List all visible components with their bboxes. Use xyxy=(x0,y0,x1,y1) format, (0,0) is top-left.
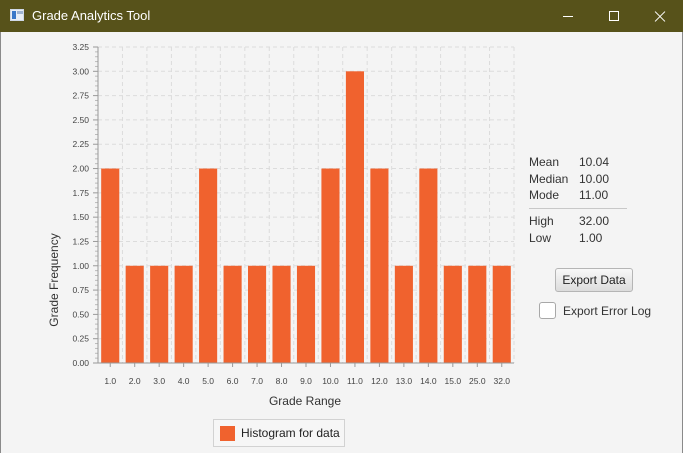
y-tick-label: 2.25 xyxy=(72,139,89,149)
mode-label: Mode xyxy=(529,188,560,202)
histogram-bar xyxy=(419,168,438,363)
y-tick-label: 2.75 xyxy=(72,91,89,101)
x-tick-label: 2.0 xyxy=(129,376,141,386)
close-button[interactable] xyxy=(637,0,683,32)
minimize-button[interactable] xyxy=(545,0,591,32)
x-tick-label: 13.0 xyxy=(396,376,413,386)
histogram-bar xyxy=(443,265,462,363)
histogram-chart: 0.00 0.25 0.50 0.75 1.00 1.25 1.50 1.75 2.00 2.25… xyxy=(47,42,515,408)
histogram-bar xyxy=(199,168,218,363)
y-tick-label: 2.00 xyxy=(72,164,89,174)
mode-value: 11.00 xyxy=(579,188,609,202)
median-label: Median xyxy=(529,171,569,186)
mean-label: Mean xyxy=(529,155,560,169)
histogram-bar xyxy=(101,168,120,363)
histogram-bar xyxy=(492,265,511,363)
histogram-bar xyxy=(468,265,487,363)
x-tick-label: 7.0 xyxy=(251,376,263,386)
x-tick-label: 6.0 xyxy=(227,376,239,386)
chart-axes: 0.00 0.25 0.50 0.75 1.00 1.25 1.50 1.75 2.00 2.25… xyxy=(72,42,514,386)
x-tick-label: 12.0 xyxy=(371,376,388,386)
y-tick-label: 1.75 xyxy=(72,188,89,198)
x-tick-label: 10.0 xyxy=(322,376,339,386)
x-axis-label: Grade Range xyxy=(269,394,341,408)
x-tick-label: 9.0 xyxy=(300,376,312,386)
title-bar: Grade Analytics Tool xyxy=(0,0,683,32)
legend-label: Histogram for data xyxy=(241,426,340,440)
x-tick-label: 5.0 xyxy=(202,376,214,386)
y-tick-label: 0.00 xyxy=(72,358,89,368)
mean-value: 10.04 xyxy=(579,155,610,169)
y-tick-label: 0.25 xyxy=(72,334,89,344)
x-tick-label: 11.0 xyxy=(347,376,363,386)
x-tick-label: 32.0 xyxy=(493,376,510,386)
y-tick-label: 1.00 xyxy=(72,261,89,271)
y-tick-label: 3.00 xyxy=(72,66,89,76)
x-tick-label: 8.0 xyxy=(276,376,288,386)
y-tick-label: 1.50 xyxy=(72,212,89,222)
high-value: 32.00 xyxy=(579,214,610,228)
histogram-bar xyxy=(223,265,242,363)
low-label: Low xyxy=(529,230,552,245)
histogram-bar xyxy=(345,71,364,364)
x-tick-label: 3.0 xyxy=(153,376,165,386)
median-value: 10.00 xyxy=(579,171,610,186)
x-tick-label: 25.0 xyxy=(469,376,486,386)
y-axis-label: Grade Frequency xyxy=(47,233,61,326)
histogram-bar xyxy=(272,265,291,363)
stats-panel: Mean 10.04 Median 10.00 Mode 11.00 xyxy=(529,155,627,205)
y-tick-label: 0.75 xyxy=(72,285,89,295)
app-icon xyxy=(10,9,24,21)
y-tick-label: 1.25 xyxy=(72,236,89,246)
y-tick-label: 2.50 xyxy=(72,115,89,125)
high-label: High xyxy=(529,214,554,228)
export-error-log-checkbox[interactable] xyxy=(539,302,556,319)
histogram-bar xyxy=(394,265,413,363)
x-tick-label: 14.0 xyxy=(420,376,437,386)
maximize-button[interactable] xyxy=(591,0,637,32)
window-title: Grade Analytics Tool xyxy=(32,8,151,23)
legend-swatch xyxy=(220,426,235,441)
y-tick-label: 3.25 xyxy=(72,42,89,52)
chart-bars xyxy=(101,71,511,364)
export-data-button[interactable]: Export Data xyxy=(555,268,633,292)
histogram-bar xyxy=(370,168,389,363)
export-error-log-label: Export Error Log xyxy=(563,304,652,318)
histogram-bar xyxy=(248,265,267,363)
low-value: 1.00 xyxy=(579,230,603,245)
histogram-bar xyxy=(150,265,169,363)
stats-separator xyxy=(529,208,627,209)
x-tick-label: 1.0 xyxy=(104,376,116,386)
x-tick-label: 4.0 xyxy=(178,376,190,386)
histogram-bar xyxy=(125,265,144,363)
range-panel: High 32.00 Low 1.00 xyxy=(529,214,627,247)
histogram-bar xyxy=(321,168,340,363)
chart-legend: Histogram for data xyxy=(213,419,345,447)
histogram-bar xyxy=(296,265,316,363)
x-tick-label: 15.0 xyxy=(445,376,462,386)
histogram-bar xyxy=(174,265,193,363)
y-tick-label: 0.50 xyxy=(72,309,89,319)
